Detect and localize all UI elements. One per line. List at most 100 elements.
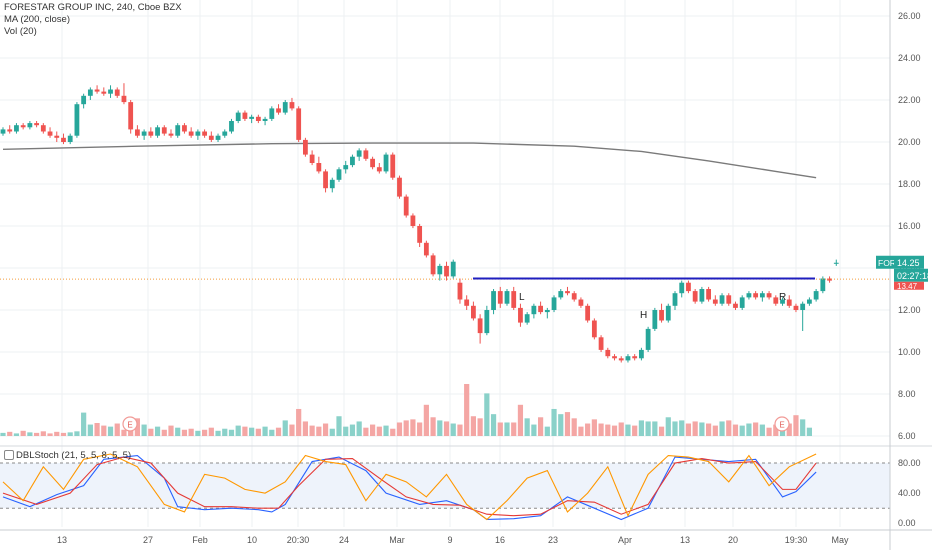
candle-body xyxy=(148,131,154,136)
y-tick-label: 6.00 xyxy=(898,431,916,441)
candle-body xyxy=(504,291,510,304)
candle-body xyxy=(712,299,718,304)
candle-body xyxy=(141,131,147,136)
indicator-icon xyxy=(4,450,14,461)
candle-body xyxy=(800,303,806,310)
volume-bar xyxy=(793,415,799,436)
candle-body xyxy=(323,171,328,189)
volume-bar xyxy=(658,426,665,436)
candle-body xyxy=(585,305,591,321)
stoch-line xyxy=(2,453,817,521)
volume-bar xyxy=(356,421,362,436)
volume-bar xyxy=(154,426,161,436)
x-tick-label: 23 xyxy=(548,535,558,545)
candle-body xyxy=(269,108,275,119)
volume-bar xyxy=(242,426,248,436)
candle-body xyxy=(471,305,476,319)
volume-bar xyxy=(336,416,342,436)
timer-badge xyxy=(894,268,928,282)
candle-body xyxy=(699,289,705,302)
candle-body xyxy=(739,297,745,308)
symbol-title: FORESTAR GROUP INC, 240, Cboe BZX xyxy=(4,2,182,13)
volume-bar xyxy=(806,427,812,436)
volume-bar xyxy=(497,422,503,436)
candle-body xyxy=(94,89,100,92)
volume-bar xyxy=(40,431,46,436)
candle-body xyxy=(733,303,738,308)
candle-body xyxy=(679,282,685,294)
candle-body xyxy=(343,165,349,170)
candle-body xyxy=(786,299,792,306)
x-tick-label: 24 xyxy=(339,535,349,545)
volume-bar xyxy=(490,414,497,436)
symbol-badge xyxy=(876,255,894,269)
volume-bar xyxy=(437,420,443,436)
volume-bar xyxy=(7,431,13,436)
candle-body xyxy=(403,196,409,216)
candle-body xyxy=(437,265,443,275)
volume-bar xyxy=(706,423,712,436)
volume-bar xyxy=(20,430,26,436)
candle-body xyxy=(54,135,60,138)
candle-body xyxy=(222,131,228,136)
candle-body xyxy=(652,310,658,329)
x-tick-label: 16 xyxy=(495,535,505,545)
volume-bar xyxy=(74,431,80,436)
volume-bar xyxy=(114,423,120,436)
y-tick-label: 12.00 xyxy=(898,305,921,315)
stoch-y-tick-label: 40.00 xyxy=(898,488,921,498)
candle-body xyxy=(477,318,483,334)
candle-body xyxy=(161,127,167,134)
volume-bar xyxy=(766,427,772,436)
candle-body xyxy=(598,337,604,350)
volume-bar xyxy=(531,424,537,436)
x-tick-label: 19:30 xyxy=(785,535,808,545)
candle-body xyxy=(215,135,221,140)
candle-body xyxy=(370,158,375,168)
volume-bar xyxy=(101,425,107,436)
volume-bar xyxy=(450,423,456,436)
volume-bar xyxy=(343,426,349,436)
volume-bar xyxy=(296,408,302,436)
earnings-label: E xyxy=(779,421,784,430)
candle-body xyxy=(807,299,812,304)
stoch-legend-label: DBLStoch (21, 5, 5, 8, 5, 5) xyxy=(16,450,132,461)
pattern-label: R xyxy=(779,292,786,303)
candle-body xyxy=(350,156,355,166)
stochastic-pane xyxy=(0,445,932,521)
volume-bar xyxy=(517,404,524,436)
volume-bar xyxy=(81,412,87,436)
volume-bar xyxy=(349,424,356,436)
candle-body xyxy=(793,305,799,310)
candle-body xyxy=(766,293,772,298)
candle-body xyxy=(706,289,711,300)
price-badge xyxy=(894,255,924,269)
volume-bar xyxy=(571,418,577,436)
candle-body xyxy=(558,291,564,298)
volume-bar xyxy=(625,424,631,436)
volume-bar xyxy=(564,412,571,436)
candle-body xyxy=(262,118,268,121)
volume-bar xyxy=(181,429,188,436)
volume-bar xyxy=(67,432,73,436)
candle-body xyxy=(121,95,127,103)
x-tick-label: Mar xyxy=(389,535,405,545)
candle-body xyxy=(397,177,402,197)
volume-bar xyxy=(652,421,658,436)
price-badge-value: 14.25 xyxy=(897,258,920,268)
volume-bar xyxy=(524,418,530,436)
candle-body xyxy=(356,150,362,157)
volume-bar xyxy=(585,423,591,436)
stoch-y-tick-label: 80.00 xyxy=(898,458,921,468)
volume-bar xyxy=(87,424,93,436)
pattern-label: H xyxy=(640,310,647,321)
earnings-label: E xyxy=(127,421,132,430)
candle-body xyxy=(383,154,389,172)
volume-bar xyxy=(148,428,154,436)
candle-body xyxy=(390,154,396,178)
volume-bar xyxy=(423,404,429,436)
candle-body xyxy=(538,305,543,313)
x-tick-label: 13 xyxy=(680,535,690,545)
